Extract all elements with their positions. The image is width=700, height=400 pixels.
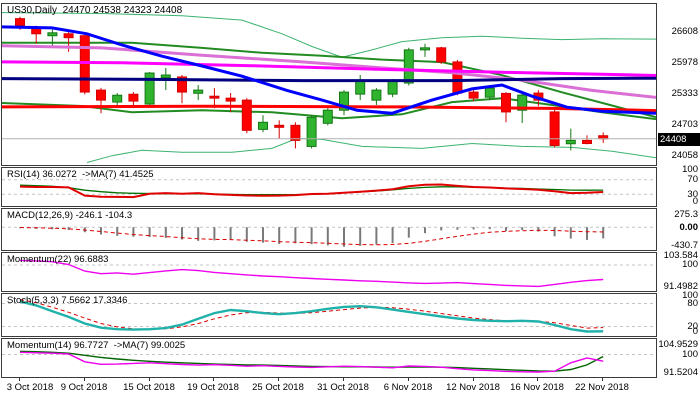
time-axis-tick	[473, 378, 474, 381]
stoch-axis-label: 0	[692, 326, 698, 337]
macd-axis-label: 275.3	[674, 209, 698, 220]
main-axis-label: 25333	[671, 88, 698, 99]
macd-panel[interactable]: MACD(12,26,9) -246.1 -104.3	[1, 208, 657, 251]
price-chart-canvas[interactable]	[2, 4, 656, 165]
rsi-axis-label: 30	[687, 189, 698, 200]
macd-axis-label: 0.00	[679, 222, 699, 233]
current-price-tag: 24408	[658, 133, 700, 146]
time-axis-label: 25 Oct 2018	[252, 382, 304, 393]
time-axis-tick	[537, 378, 538, 381]
time-axis-label: 9 Oct 2018	[60, 382, 108, 393]
stoch-axis-label: 80	[687, 298, 698, 309]
momentum14-label: Momentum(14) 96.7727 ->MA(7) 99.0025	[7, 340, 186, 351]
main-axis-label: 26608	[671, 26, 698, 37]
stochastic-canvas[interactable]	[2, 294, 656, 336]
macd-axis-label: -430.7	[671, 240, 698, 251]
time-axis-tick	[84, 378, 85, 381]
momentum22-axis-label: 100	[682, 259, 698, 270]
time-axis-tick	[343, 378, 344, 381]
macd-canvas[interactable]	[2, 209, 656, 250]
momentum22-panel[interactable]: Momentum(22) 96.6883	[1, 252, 657, 292]
main-chart-panel[interactable]: US30,Daily 24470 24538 24323 24408	[1, 3, 657, 166]
stoch-axis-label: 20	[687, 321, 698, 332]
time-axis-label: 3 Oct 2018	[6, 382, 54, 393]
stochastic-panel[interactable]: Stoch(5,3,3) 7.5662 17.3346	[1, 293, 657, 337]
rsi-axis-label: 70	[687, 174, 698, 185]
momentum22-canvas[interactable]	[2, 253, 656, 291]
momentum14-axis-label: 91.5204	[663, 367, 698, 378]
time-axis-label: 31 Oct 2018	[317, 382, 369, 393]
momentum14-canvas[interactable]	[2, 339, 656, 377]
main-axis-label: 24703	[671, 119, 698, 130]
time-axis-tick	[278, 378, 279, 381]
time-axis-tick	[213, 378, 214, 381]
stochastic-label: Stoch(5,3,3) 7.5662 17.3346	[7, 295, 128, 306]
macd-label: MACD(12,26,9) -246.1 -104.3	[7, 210, 133, 221]
momentum14-axis-label: 100	[682, 349, 698, 360]
time-axis-label: 22 Nov 2018	[575, 382, 629, 393]
time-axis-tick	[408, 378, 409, 381]
time-axis[interactable]: 3 Oct 2018 9 Oct 2018 15 Oct 2018 19 Oct 20…	[1, 378, 700, 400]
time-axis-tick	[602, 378, 603, 381]
time-axis-tick	[149, 378, 150, 381]
time-axis-tick	[19, 378, 20, 381]
momentum22-label: Momentum(22) 96.6883	[7, 254, 109, 265]
main-axis-label: 25978	[671, 57, 698, 68]
momentum14-axis-label: 104.9529	[658, 339, 698, 350]
time-axis-label: 19 Oct 2018	[187, 382, 239, 393]
rsi-label: RSI(14) 36.0272 ->MA(7) 41.4525	[7, 169, 154, 180]
rsi-canvas[interactable]	[2, 168, 656, 206]
stoch-axis-label: 100	[682, 290, 698, 301]
time-axis-label: 15 Oct 2018	[123, 382, 175, 393]
price-axis[interactable]: 24408 26608 25978 25333 24703 24058 100 70 30 0 2…	[658, 0, 700, 378]
time-axis-label: 16 Nov 2018	[510, 382, 564, 393]
rsi-panel[interactable]: RSI(14) 36.0272 ->MA(7) 41.4525	[1, 167, 657, 207]
momentum14-panel[interactable]: Momentum(14) 96.7727 ->MA(7) 99.0025	[1, 338, 657, 378]
rsi-axis-label: 100	[682, 164, 698, 175]
rsi-axis-label: 0	[692, 196, 698, 207]
chart-title: US30,Daily 24470 24538 24323 24408	[7, 5, 183, 16]
time-axis-label: 6 Nov 2018	[383, 382, 433, 393]
main-axis-label: 24058	[671, 150, 698, 161]
momentum22-axis-label: 103.584	[663, 250, 698, 261]
momentum22-axis-label: 91.4982	[663, 281, 698, 292]
time-axis-label: 12 Nov 2018	[446, 382, 500, 393]
